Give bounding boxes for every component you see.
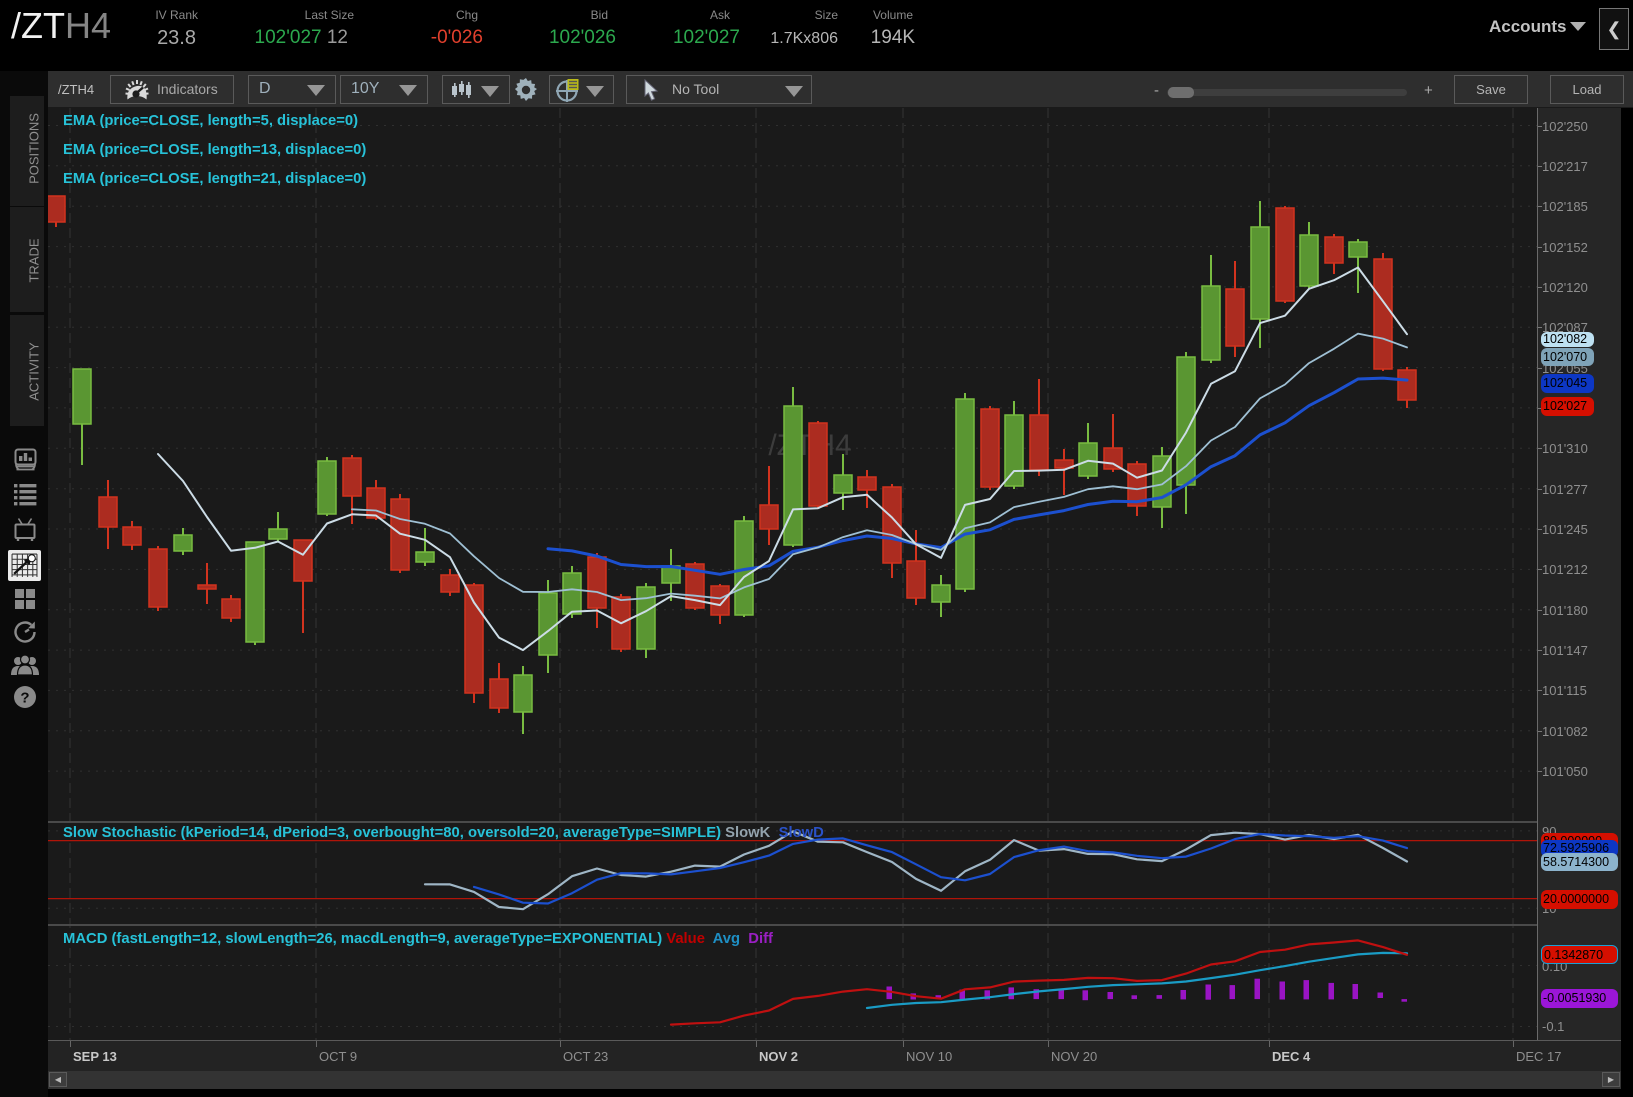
svg-text:?: ? bbox=[20, 690, 29, 707]
